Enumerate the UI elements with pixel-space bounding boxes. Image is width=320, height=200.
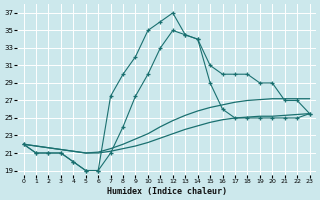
X-axis label: Humidex (Indice chaleur): Humidex (Indice chaleur) <box>107 187 227 196</box>
